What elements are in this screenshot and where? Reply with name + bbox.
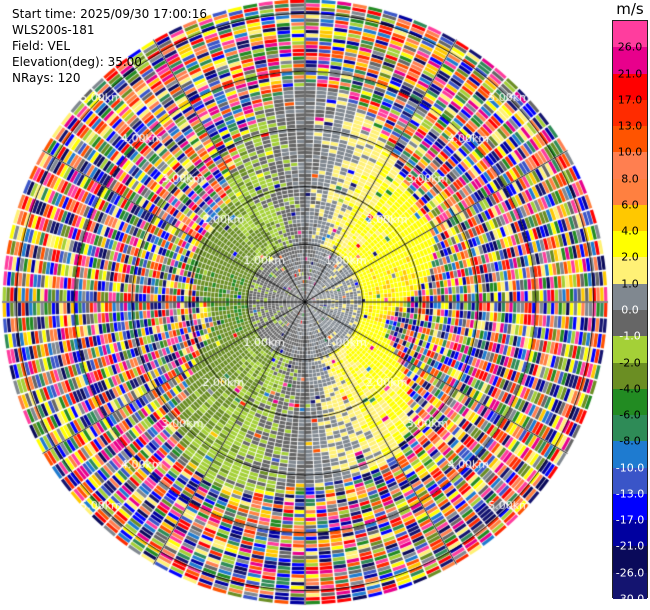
colorbar-segment	[613, 21, 647, 48]
colorbar-segment	[613, 441, 647, 469]
colorbar-tick-label: 8.0	[621, 172, 639, 186]
colorbar-segment	[613, 257, 647, 285]
colorbar-segment	[613, 493, 647, 521]
colorbar-tick-label: -10.0	[615, 461, 645, 475]
colorbar-segment	[613, 415, 647, 442]
field-label: Field: VEL	[12, 39, 71, 53]
colorbar-tick-label: -1.0	[619, 329, 641, 343]
colorbar-segment	[613, 231, 647, 258]
colorbar-segment	[613, 47, 647, 75]
colorbar-segment	[613, 152, 647, 180]
colorbar-tick-label: 10.0	[617, 145, 643, 159]
start-time-label: Start time: 2025/09/30 17:00:16	[12, 7, 207, 21]
elevation-label: Elevation(deg): 35.00	[12, 55, 142, 69]
colorbar-tick-label: -17.0	[615, 513, 645, 527]
colorbar-tick-label: -21.0	[615, 539, 645, 553]
colorbar-tick-label: 4.0	[621, 224, 639, 238]
colorbar: 26.0 21.0 17.0 13.0 10.0 8.0 6.0 4.0 2.0 1.0 0.0 -1…	[612, 20, 648, 606]
colorbar-tick-label: 0.0	[621, 303, 639, 317]
colorbar-segment	[613, 178, 647, 206]
colorbar-tick-label: 6.0	[621, 198, 639, 212]
colorbar-tick-label: 21.0	[617, 67, 643, 81]
colorbar-segment	[613, 73, 647, 101]
colorbar-tick-label: 1.0	[621, 277, 639, 291]
colorbar-unit: m/s	[616, 0, 644, 18]
colorbar-tick-label: 2.0	[621, 250, 639, 264]
colorbar-segment	[613, 388, 647, 416]
colorbar-segment	[613, 362, 647, 390]
colorbar-tick-label: -26.0	[615, 566, 645, 580]
colorbar-tick-label: -6.0	[619, 408, 641, 422]
colorbar-tick-label: 13.0	[617, 119, 643, 133]
colorbar-segment	[613, 310, 647, 337]
site-label: WLS200s-181	[12, 23, 95, 37]
colorbar-segment	[613, 99, 647, 127]
radar-ppi-plot	[0, 0, 610, 610]
colorbar-segment	[613, 572, 647, 600]
colorbar-tick-label: -4.0	[619, 382, 641, 396]
colorbar-segment	[613, 283, 647, 311]
colorbar-segment	[613, 467, 647, 495]
colorbar-tick-label: 26.0	[617, 40, 643, 54]
colorbar-segment	[613, 546, 647, 574]
colorbar-tick-label: 17.0	[617, 93, 643, 107]
colorbar-tick-label: -8.0	[619, 434, 641, 448]
colorbar-segment	[613, 204, 647, 232]
colorbar-segment	[613, 336, 647, 364]
colorbar-tick-label: -2.0	[619, 356, 641, 370]
nrays-label: NRays: 120	[12, 71, 81, 85]
colorbar-segment	[613, 520, 647, 547]
colorbar-tick-label: -13.0	[615, 487, 645, 501]
colorbar-segment	[613, 126, 647, 153]
colorbar-tick-label: -30.0	[615, 592, 645, 606]
